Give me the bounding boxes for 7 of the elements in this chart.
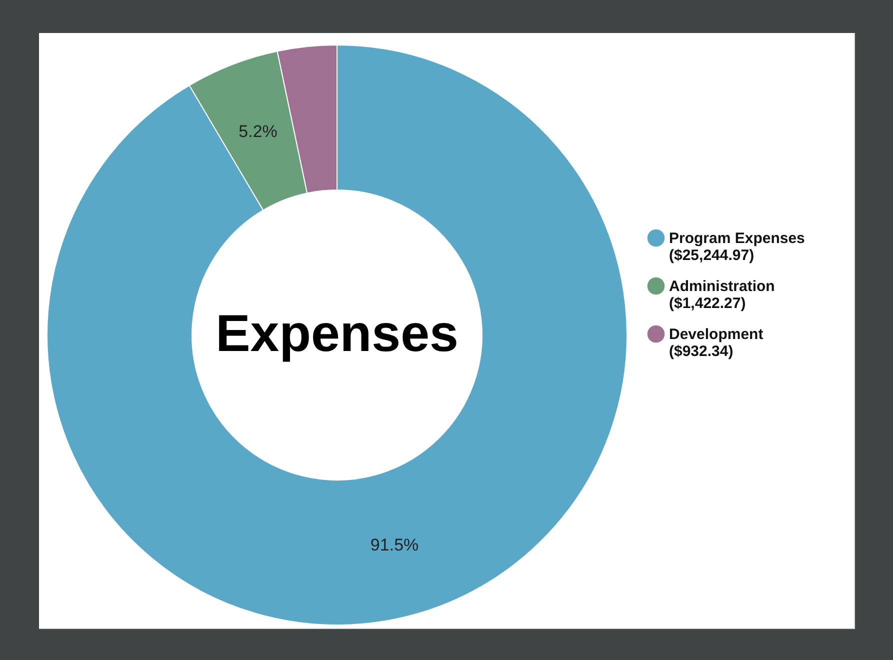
data-label: 91.5% [370, 535, 419, 554]
text: Expenses [216, 305, 458, 363]
donut-slice [46, 44, 628, 626]
legend-label: Program Expenses ($25,244.97) [669, 230, 805, 264]
data-label: 5.2% [238, 122, 278, 141]
legend-label: Administration ($1,422.27) [669, 278, 775, 312]
legend-label: Development ($932.34) [669, 326, 764, 360]
